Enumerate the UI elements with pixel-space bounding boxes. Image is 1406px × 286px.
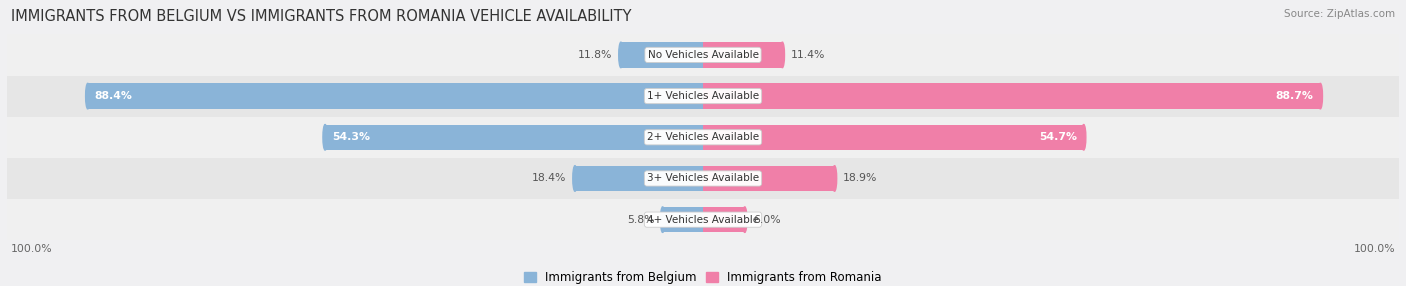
Text: IMMIGRANTS FROM BELGIUM VS IMMIGRANTS FROM ROMANIA VEHICLE AVAILABILITY: IMMIGRANTS FROM BELGIUM VS IMMIGRANTS FR… [11, 9, 631, 23]
Circle shape [1319, 83, 1323, 109]
Circle shape [832, 166, 837, 191]
Bar [662, 207, 703, 233]
Text: 2+ Vehicles Available: 2+ Vehicles Available [647, 132, 759, 142]
Bar [7, 76, 1399, 117]
Text: 11.8%: 11.8% [578, 50, 613, 60]
Circle shape [572, 166, 576, 191]
Bar [703, 207, 745, 233]
Text: 3+ Vehicles Available: 3+ Vehicles Available [647, 174, 759, 183]
Text: 1+ Vehicles Available: 1+ Vehicles Available [647, 91, 759, 101]
Bar [325, 124, 703, 150]
Bar [703, 83, 1320, 109]
Circle shape [323, 124, 328, 150]
Legend: Immigrants from Belgium, Immigrants from Romania: Immigrants from Belgium, Immigrants from… [524, 271, 882, 284]
Circle shape [780, 42, 785, 68]
Circle shape [86, 83, 90, 109]
Bar [7, 158, 1399, 199]
Bar [7, 117, 1399, 158]
Text: 100.0%: 100.0% [1354, 244, 1396, 253]
Text: 4+ Vehicles Available: 4+ Vehicles Available [647, 215, 759, 225]
Text: 100.0%: 100.0% [10, 244, 52, 253]
Text: 18.4%: 18.4% [533, 174, 567, 183]
Bar [87, 83, 703, 109]
Circle shape [661, 207, 665, 233]
Text: 54.3%: 54.3% [332, 132, 370, 142]
Bar [621, 42, 703, 68]
Bar [7, 199, 1399, 240]
Text: 6.0%: 6.0% [754, 215, 780, 225]
Circle shape [619, 42, 623, 68]
Bar [575, 166, 703, 191]
Text: 11.4%: 11.4% [790, 50, 825, 60]
Text: 88.7%: 88.7% [1275, 91, 1313, 101]
Text: Source: ZipAtlas.com: Source: ZipAtlas.com [1284, 9, 1395, 19]
Text: No Vehicles Available: No Vehicles Available [648, 50, 758, 60]
Text: 88.4%: 88.4% [94, 91, 132, 101]
Bar [703, 166, 835, 191]
Text: 18.9%: 18.9% [842, 174, 877, 183]
Circle shape [742, 207, 747, 233]
Circle shape [1081, 124, 1085, 150]
Text: 54.7%: 54.7% [1039, 132, 1077, 142]
Bar [7, 34, 1399, 76]
Bar [703, 124, 1084, 150]
Text: 5.8%: 5.8% [627, 215, 654, 225]
Bar [703, 42, 782, 68]
